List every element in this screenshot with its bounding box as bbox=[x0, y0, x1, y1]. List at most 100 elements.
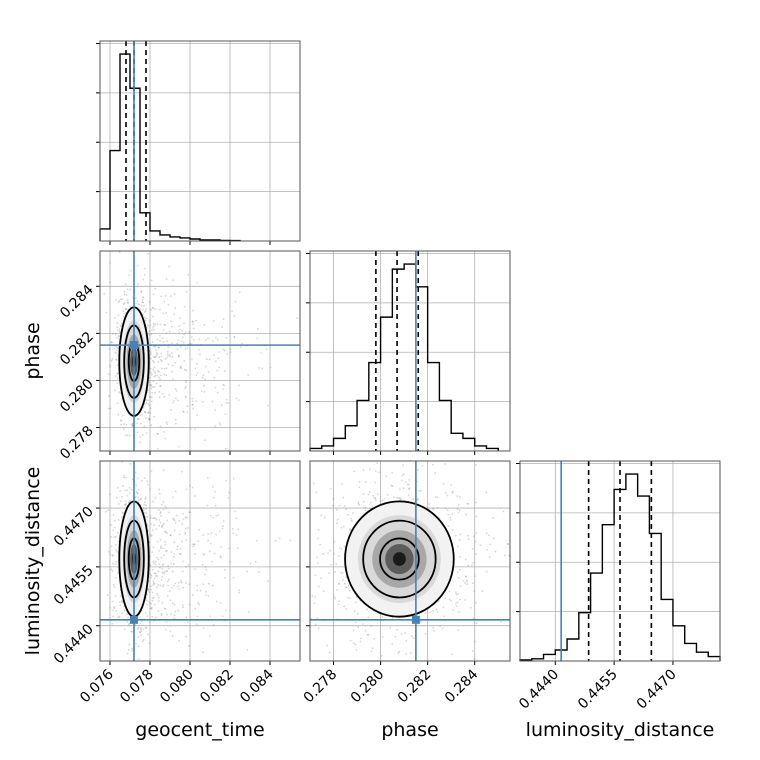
sample-point bbox=[168, 578, 170, 581]
sample-point bbox=[451, 490, 454, 493]
sample-point bbox=[433, 629, 435, 632]
sample-point bbox=[122, 428, 125, 431]
sample-point bbox=[121, 496, 124, 498]
sample-point bbox=[149, 324, 152, 327]
sample-point bbox=[114, 351, 117, 354]
sample-point bbox=[162, 501, 165, 503]
sample-point bbox=[444, 507, 447, 510]
sample-point bbox=[164, 294, 167, 297]
sample-point bbox=[474, 575, 476, 578]
sample-point bbox=[156, 447, 159, 450]
sample-point bbox=[420, 489, 422, 492]
sample-point bbox=[202, 627, 205, 629]
sample-point bbox=[458, 568, 461, 571]
sample-point bbox=[452, 609, 455, 612]
sample-point bbox=[221, 326, 224, 329]
sample-point bbox=[234, 300, 237, 303]
x-label-phase: phase bbox=[381, 719, 438, 741]
sample-point bbox=[417, 455, 419, 457]
sample-point bbox=[185, 381, 188, 384]
sample-point bbox=[387, 665, 389, 667]
sample-point bbox=[108, 493, 111, 496]
sample-point bbox=[450, 670, 452, 672]
sample-point bbox=[435, 608, 438, 611]
sample-point bbox=[167, 303, 170, 306]
x-tick-label: 0.076 bbox=[77, 666, 117, 706]
sample-point bbox=[467, 534, 469, 537]
sample-point bbox=[428, 503, 431, 506]
sample-point bbox=[154, 345, 157, 348]
sample-point bbox=[184, 379, 187, 382]
sample-point bbox=[194, 607, 196, 610]
sample-point bbox=[381, 636, 384, 638]
sample-point bbox=[471, 649, 474, 652]
sample-point bbox=[205, 590, 207, 593]
sample-point bbox=[156, 323, 159, 326]
sample-point bbox=[357, 501, 360, 503]
sample-point bbox=[150, 279, 153, 282]
sample-point bbox=[153, 375, 156, 378]
sample-point bbox=[316, 617, 319, 620]
sample-point bbox=[155, 349, 157, 352]
sample-point bbox=[232, 532, 235, 535]
sample-point bbox=[139, 498, 142, 501]
sample-point bbox=[136, 431, 139, 434]
sample-point bbox=[148, 417, 151, 420]
sample-point bbox=[149, 396, 152, 398]
sample-point bbox=[353, 470, 356, 473]
sample-point bbox=[238, 291, 241, 294]
sample-point bbox=[402, 487, 405, 489]
sample-point bbox=[392, 496, 395, 499]
sample-point bbox=[135, 642, 137, 645]
sample-point bbox=[332, 497, 335, 500]
sample-point bbox=[119, 500, 122, 503]
sample-point bbox=[213, 354, 215, 356]
sample-point bbox=[125, 500, 127, 503]
sample-point bbox=[143, 425, 146, 428]
sample-point bbox=[158, 390, 161, 393]
sample-point bbox=[163, 367, 166, 370]
sample-point bbox=[188, 603, 191, 606]
sample-point bbox=[131, 630, 134, 633]
sample-point bbox=[160, 612, 163, 615]
sample-point bbox=[149, 381, 151, 383]
x-tick-label: 0.080 bbox=[157, 667, 197, 707]
sample-point bbox=[152, 580, 155, 583]
sample-point bbox=[485, 532, 488, 535]
sample-point bbox=[103, 292, 106, 295]
sample-point bbox=[168, 354, 171, 356]
sample-point bbox=[165, 421, 168, 424]
truth-marker bbox=[130, 615, 138, 624]
sample-point bbox=[228, 547, 230, 550]
sample-point bbox=[150, 308, 152, 311]
panel-phase-luminosity_distance: 0.278 0.280 0.282 0.284 bbox=[301, 455, 511, 706]
sample-point bbox=[140, 497, 143, 500]
sample-point bbox=[222, 348, 225, 351]
sample-point bbox=[159, 359, 162, 361]
sample-point bbox=[214, 409, 217, 412]
sample-point bbox=[173, 541, 176, 544]
sample-point bbox=[196, 372, 199, 374]
sample-point bbox=[139, 414, 142, 417]
sample-point bbox=[157, 369, 159, 372]
sample-point bbox=[162, 469, 165, 471]
sample-point bbox=[185, 488, 188, 491]
sample-point bbox=[200, 390, 203, 393]
sample-point bbox=[211, 560, 214, 563]
sample-point bbox=[115, 352, 118, 355]
sample-point bbox=[129, 500, 131, 503]
sample-point bbox=[176, 348, 179, 351]
sample-point bbox=[158, 549, 160, 552]
sample-point bbox=[265, 348, 268, 351]
sample-point bbox=[348, 589, 351, 592]
sample-point bbox=[177, 585, 179, 588]
panel-frame bbox=[519, 460, 721, 662]
sample-point bbox=[172, 517, 174, 520]
sample-point bbox=[156, 353, 159, 356]
sample-point bbox=[396, 629, 399, 632]
y-tick-label: 0.282 bbox=[57, 329, 97, 369]
sample-point bbox=[158, 376, 160, 379]
sample-point bbox=[218, 422, 221, 424]
sample-point bbox=[111, 622, 114, 625]
sample-point bbox=[141, 413, 144, 416]
